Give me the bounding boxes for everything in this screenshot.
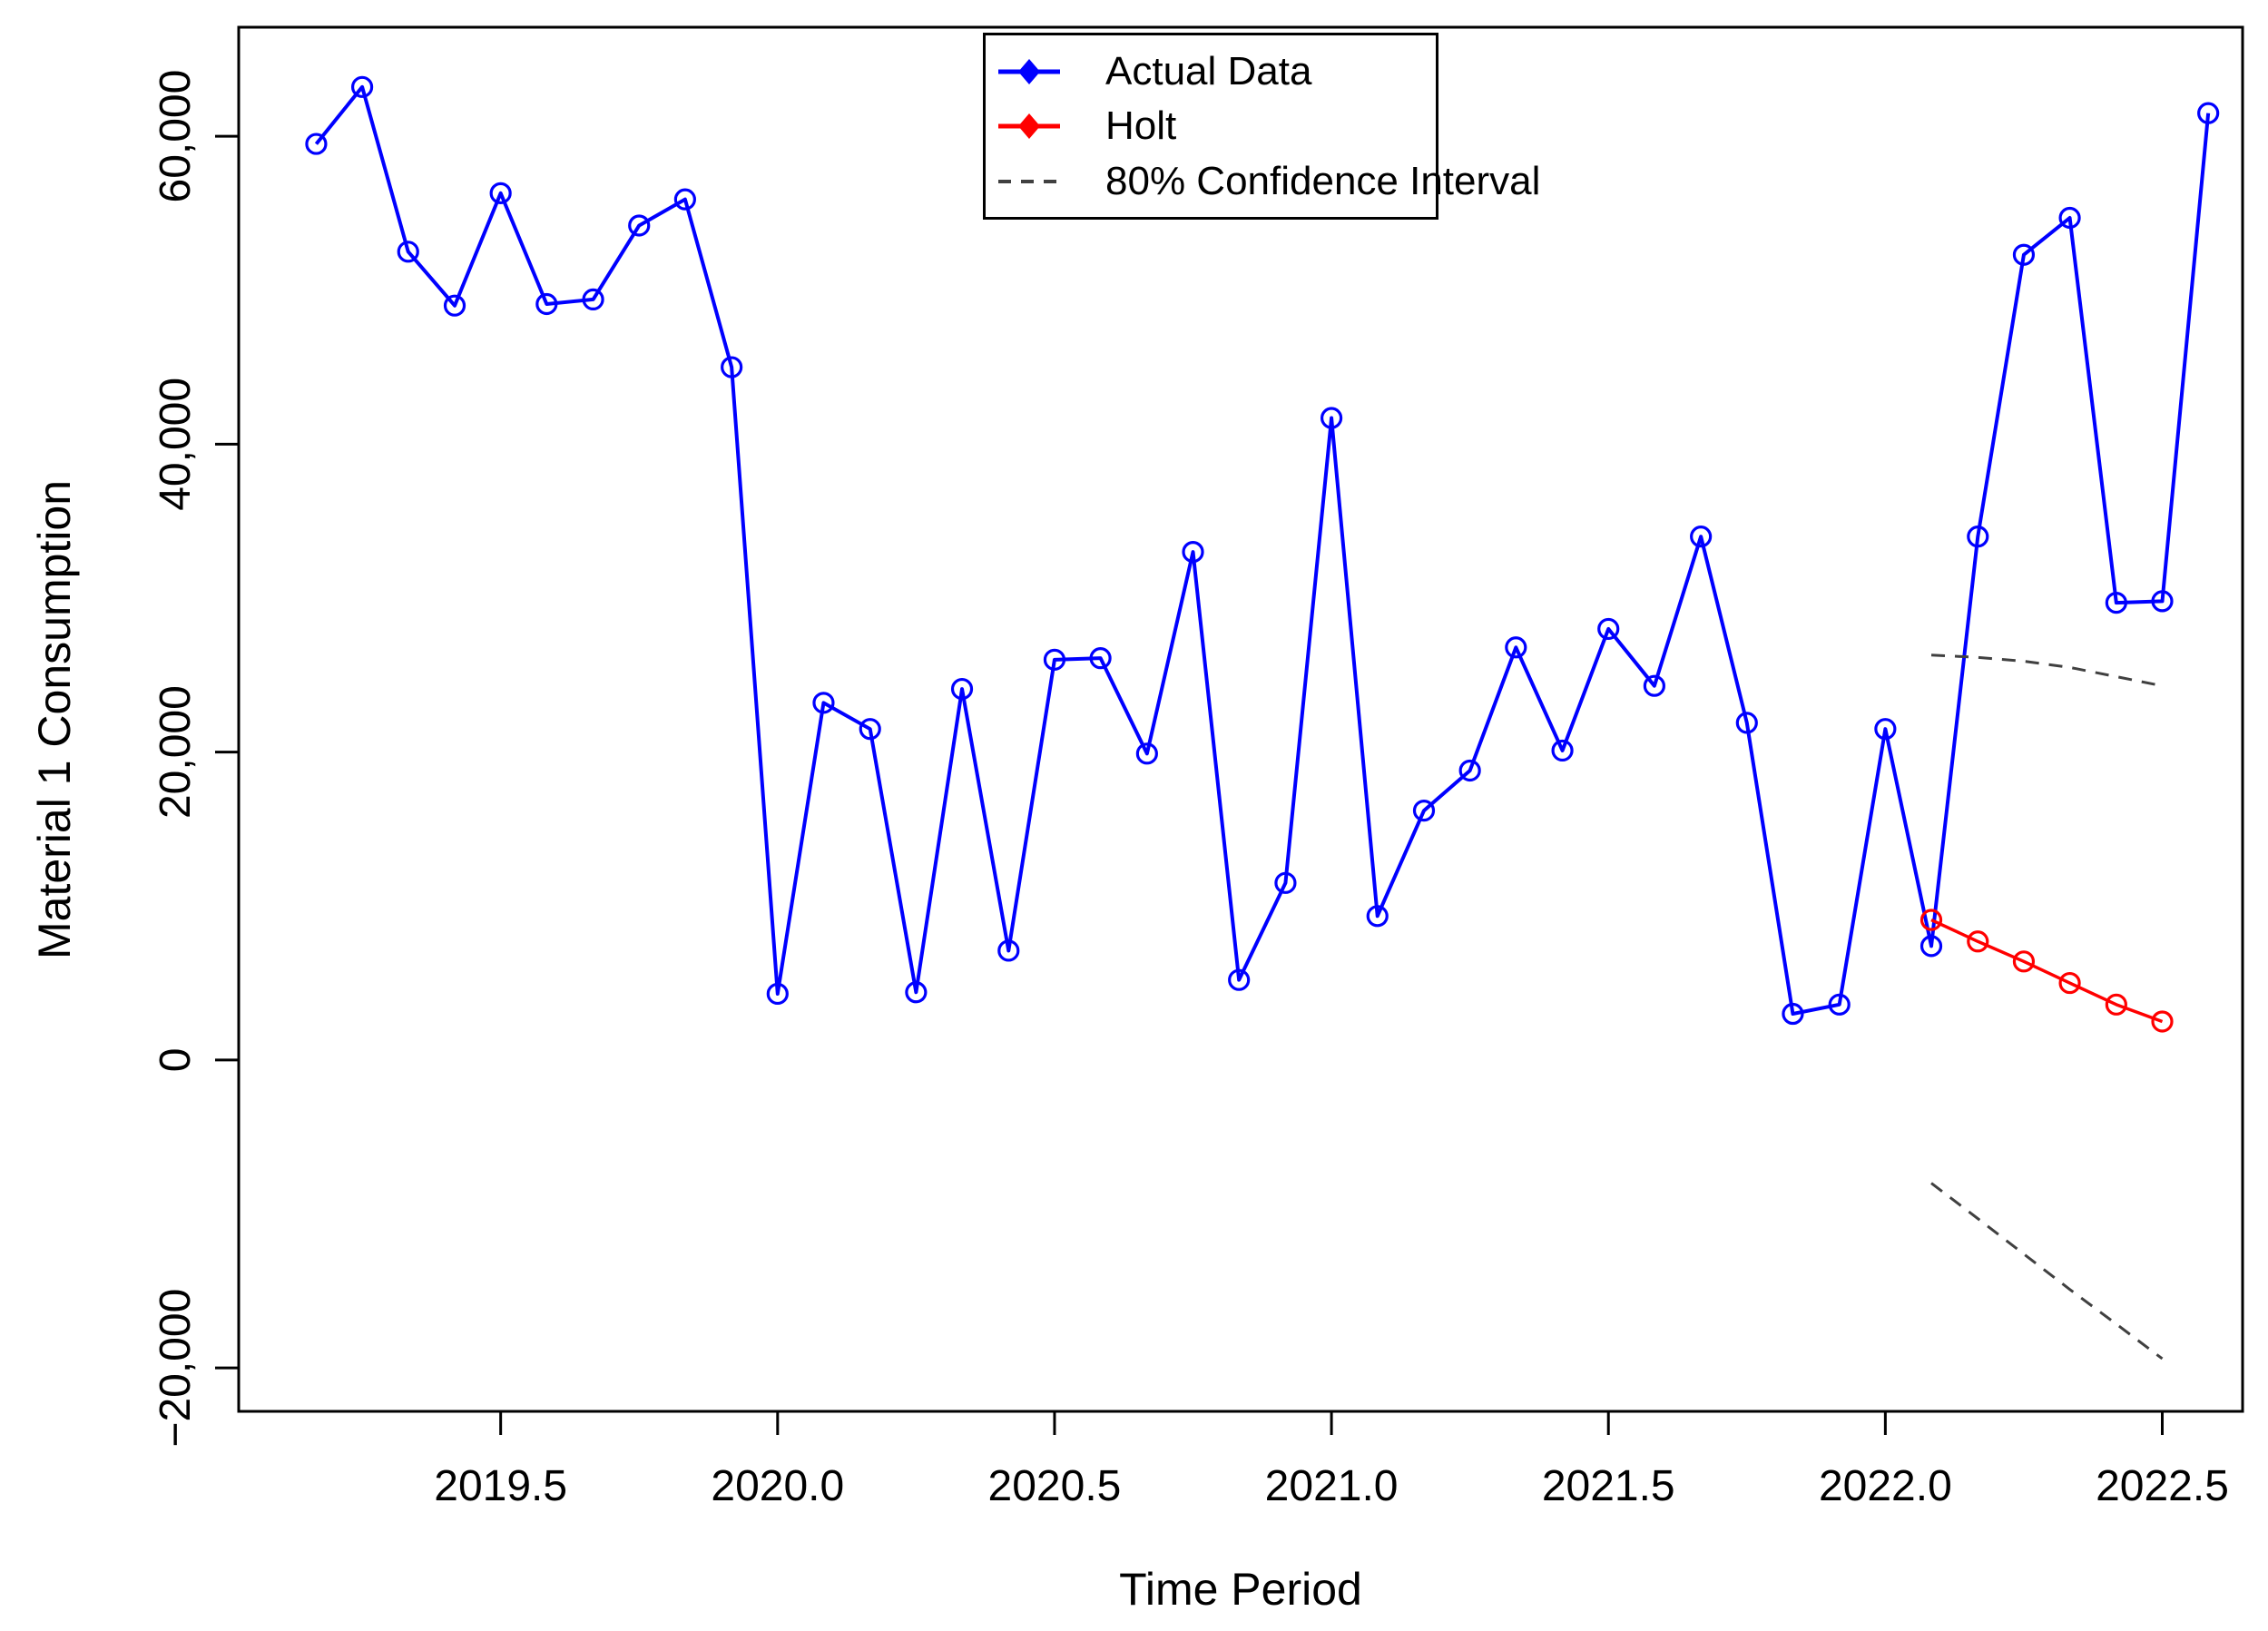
data-point-marker — [2058, 206, 2081, 230]
plot-border — [237, 25, 2244, 1413]
data-point-marker — [1043, 648, 1066, 671]
data-point-marker — [1874, 718, 1897, 741]
x-tick-label: 2022.5 — [2096, 1462, 2229, 1510]
y-tick-label: 20,000 — [152, 685, 200, 819]
data-point-marker — [2197, 102, 2220, 124]
data-point-marker — [582, 288, 604, 311]
data-point-marker — [1320, 407, 1343, 429]
y-tick-label: 0 — [152, 1048, 200, 1073]
data-point-marker — [812, 692, 835, 714]
series-line-actual-data — [314, 84, 2211, 1017]
data-point-marker — [1505, 636, 1527, 659]
data-point-marker — [1597, 617, 1620, 641]
data-point-marker — [2058, 971, 2081, 995]
data-point-marker — [1919, 909, 1943, 931]
data-point-marker — [1366, 905, 1389, 928]
legend-item-holt: Holt — [986, 102, 1436, 151]
data-point-marker — [489, 182, 512, 204]
x-tick-label: 2019.5 — [434, 1462, 567, 1510]
legend-label-confidence-interval: 80% Confidence Interval — [1105, 158, 1541, 203]
data-point-marker — [397, 241, 419, 263]
data-point-marker — [2105, 591, 2127, 614]
data-point-marker — [1919, 935, 1943, 958]
data-point-marker — [950, 677, 974, 701]
data-point-marker — [1412, 799, 1436, 822]
data-point-marker — [673, 188, 696, 211]
data-point-marker — [1828, 993, 1851, 1016]
actual-data-swatch-icon — [998, 58, 1060, 84]
data-point-marker — [1182, 541, 1204, 564]
data-point-marker — [1690, 526, 1713, 548]
x-tick-label: 2021.0 — [1265, 1462, 1399, 1510]
data-point-marker — [1089, 647, 1112, 670]
data-point-marker — [1458, 759, 1481, 782]
data-point-marker — [1782, 1002, 1804, 1026]
data-point-marker — [1967, 930, 1989, 953]
data-point-marker — [443, 294, 466, 317]
legend-item-confidence-interval: 80% Confidence Interval — [986, 157, 1540, 206]
legend-label-holt: Holt — [1105, 103, 1177, 148]
x-tick-label: 2020.5 — [988, 1462, 1122, 1510]
confidence-interval-swatch-icon — [998, 179, 1060, 183]
x-tick-label: 2021.5 — [1542, 1462, 1675, 1510]
series-line-80-confidence-interval-upper- — [1930, 653, 2163, 688]
legend: Actual Data Holt 80% Confidence Interval — [983, 33, 1540, 220]
x-axis-title: Time Period — [1119, 1564, 1362, 1615]
data-point-marker — [628, 214, 651, 237]
data-point-marker — [859, 718, 881, 741]
data-point-marker — [2151, 1010, 2174, 1033]
data-point-marker — [1735, 712, 1758, 734]
data-point-marker — [721, 356, 743, 378]
series-line-80-confidence-interval-lower- — [1930, 1182, 2164, 1361]
legend-label-actual-data: Actual Data — [1105, 48, 1312, 93]
data-point-marker — [2105, 993, 2127, 1016]
data-point-marker — [997, 939, 1020, 962]
x-axis-title-wrap: Time Period — [0, 1563, 2268, 1616]
series-line-holt — [1930, 918, 2164, 1024]
data-point-marker — [1551, 739, 1574, 762]
y-tick-label: 60,000 — [152, 70, 200, 203]
data-point-marker — [1643, 674, 1665, 697]
y-axis-title: Material 1 Consumption — [29, 479, 80, 960]
data-point-marker — [305, 133, 328, 155]
data-point-marker — [535, 292, 558, 316]
data-point-marker — [1274, 871, 1297, 894]
data-point-marker — [2012, 950, 2036, 973]
y-tick-label: 40,000 — [152, 378, 200, 511]
data-point-marker — [905, 981, 928, 1004]
x-tick-label: 2022.0 — [1819, 1462, 1952, 1510]
data-point-marker — [1228, 968, 1251, 991]
data-point-marker — [2151, 590, 2174, 613]
data-point-marker — [766, 982, 789, 1006]
y-tick-label: −20,000 — [152, 1289, 200, 1448]
x-tick-label: 2020.0 — [711, 1462, 844, 1510]
data-point-marker — [2012, 243, 2036, 266]
data-point-marker — [1135, 742, 1158, 765]
holt-swatch-icon — [998, 113, 1060, 139]
data-point-marker — [1967, 526, 1989, 548]
legend-item-actual-data: Actual Data — [986, 47, 1436, 96]
data-point-marker — [350, 75, 374, 98]
